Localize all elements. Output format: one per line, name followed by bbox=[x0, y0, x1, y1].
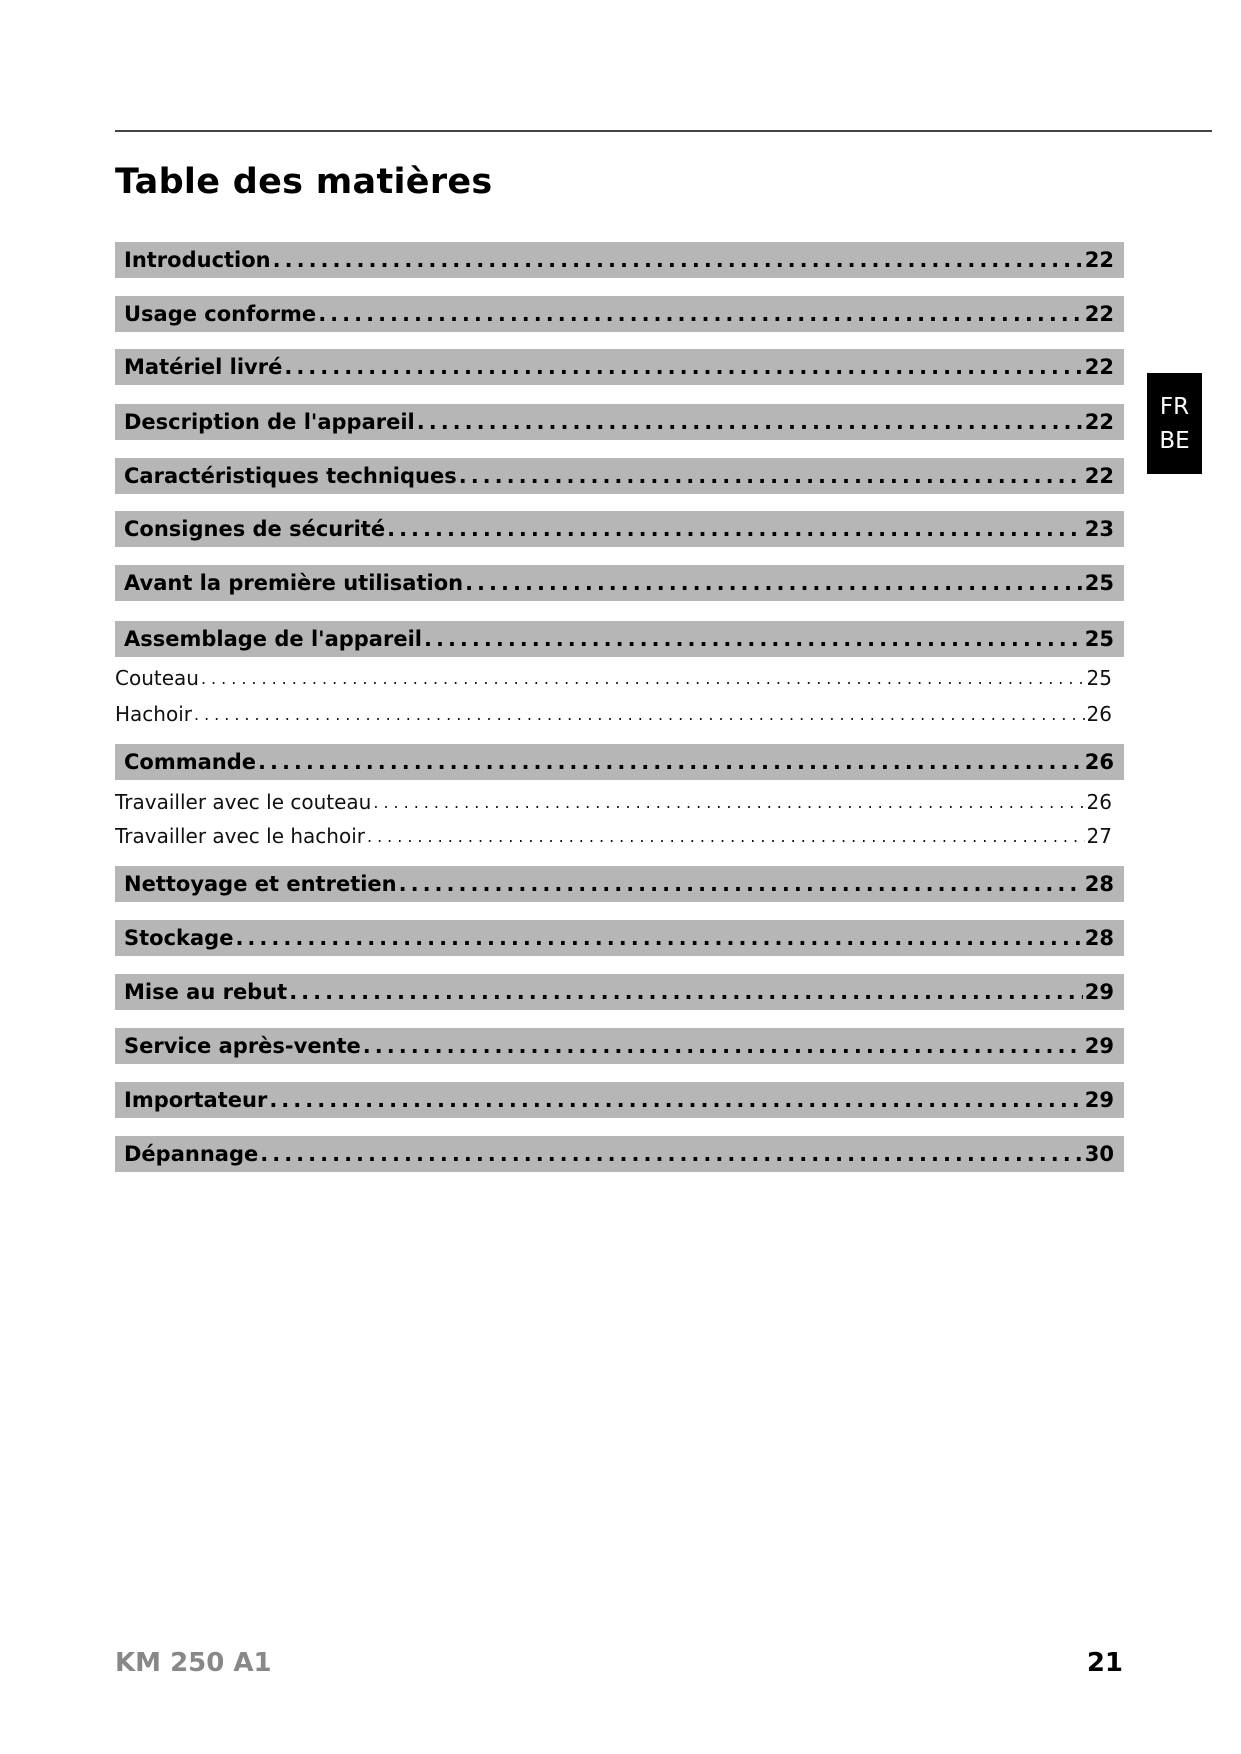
toc-entry-page: 28 bbox=[1084, 872, 1114, 896]
dot-leader: ........................................… bbox=[193, 704, 1085, 724]
toc-entry[interactable]: Nettoyage et entretien..................… bbox=[115, 866, 1124, 902]
toc-entry[interactable]: Matériel livré..........................… bbox=[115, 349, 1124, 385]
toc-entry-page: 22 bbox=[1084, 248, 1114, 272]
language-tab: FR BE bbox=[1147, 373, 1202, 474]
toc-entry-page: 25 bbox=[1084, 627, 1114, 651]
toc-entry[interactable]: Couteau.................................… bbox=[115, 663, 1124, 693]
toc-entry-page: 27 bbox=[1086, 824, 1112, 848]
toc-entry-page: 22 bbox=[1084, 410, 1114, 434]
toc-entry-page: 30 bbox=[1084, 1142, 1114, 1166]
toc-entry[interactable]: Mise au rebut...........................… bbox=[115, 974, 1124, 1010]
toc-entry-page: 22 bbox=[1084, 464, 1114, 488]
toc-entry-title: Assemblage de l'appareil bbox=[124, 627, 422, 651]
toc-entry[interactable]: Stockage................................… bbox=[115, 920, 1124, 956]
language-code-fr: FR bbox=[1159, 393, 1190, 420]
dot-leader: ........................................… bbox=[387, 517, 1083, 541]
toc-entry-page: 26 bbox=[1084, 750, 1114, 774]
toc-entry-title: Stockage bbox=[124, 926, 234, 950]
toc-entry[interactable]: Usage conforme..........................… bbox=[115, 296, 1124, 332]
toc-entry-title: Consignes de sécurité bbox=[124, 517, 386, 541]
toc-entry-page: 29 bbox=[1084, 1088, 1114, 1112]
toc-entry-page: 26 bbox=[1086, 790, 1112, 814]
toc-entry-page: 23 bbox=[1084, 517, 1114, 541]
toc-entry[interactable]: Avant la première utilisation...........… bbox=[115, 565, 1124, 601]
toc-entry[interactable]: Travailler avec le hachoir..............… bbox=[115, 821, 1124, 851]
dot-leader: ........................................… bbox=[416, 410, 1083, 434]
dot-leader: ........................................… bbox=[272, 248, 1083, 272]
toc-entry[interactable]: Introduction............................… bbox=[115, 242, 1124, 278]
toc-entry[interactable]: Description de l'appareil...............… bbox=[115, 404, 1124, 440]
toc-entry[interactable]: Travailler avec le couteau..............… bbox=[115, 787, 1124, 817]
toc-entry[interactable]: Caractéristiques techniques.............… bbox=[115, 458, 1124, 494]
dot-leader: ........................................… bbox=[284, 355, 1082, 379]
toc-entry-page: 29 bbox=[1084, 980, 1114, 1004]
toc-entry-page: 29 bbox=[1084, 1034, 1114, 1058]
dot-leader: ........................................… bbox=[362, 1034, 1083, 1058]
toc-entry-page: 28 bbox=[1084, 926, 1114, 950]
toc-entry-title: Nettoyage et entretien bbox=[124, 872, 397, 896]
dot-leader: ........................................… bbox=[269, 1088, 1083, 1112]
toc-entry[interactable]: Commande................................… bbox=[115, 744, 1124, 780]
dot-leader: ........................................… bbox=[398, 872, 1083, 896]
dot-leader: ........................................… bbox=[200, 668, 1085, 688]
toc-entry-title: Couteau bbox=[115, 666, 199, 690]
toc-entry-title: Importateur bbox=[124, 1088, 268, 1112]
toc-entry-title: Dépannage bbox=[124, 1142, 259, 1166]
toc-entry-page: 26 bbox=[1086, 702, 1112, 726]
toc-entry-title: Travailler avec le couteau bbox=[115, 790, 372, 814]
toc-entry[interactable]: Hachoir.................................… bbox=[115, 699, 1124, 729]
dot-leader: ........................................… bbox=[235, 926, 1083, 950]
dot-leader: ........................................… bbox=[373, 792, 1084, 812]
toc-entry[interactable]: Importateur.............................… bbox=[115, 1082, 1124, 1118]
page-title: Table des matières bbox=[115, 162, 493, 202]
toc-entry-page: 25 bbox=[1084, 571, 1114, 595]
toc-entry-title: Description de l'appareil bbox=[124, 410, 415, 434]
toc-entry-title: Usage conforme bbox=[124, 302, 317, 326]
toc-entry-title: Avant la première utilisation bbox=[124, 571, 464, 595]
toc-entry-title: Travailler avec le hachoir bbox=[115, 824, 365, 848]
toc-entry-page: 22 bbox=[1084, 355, 1114, 379]
model-number: KM 250 A1 bbox=[115, 1648, 272, 1678]
dot-leader: ........................................… bbox=[289, 980, 1083, 1004]
toc-entry-title: Mise au rebut bbox=[124, 980, 288, 1004]
toc-entry-title: Caractéristiques techniques bbox=[124, 464, 457, 488]
dot-leader: ........................................… bbox=[465, 571, 1083, 595]
dot-leader: ........................................… bbox=[458, 464, 1083, 488]
toc-entry[interactable]: Service après-vente.....................… bbox=[115, 1028, 1124, 1064]
toc-entry-page: 22 bbox=[1084, 302, 1114, 326]
toc-entry[interactable]: Consignes de sécurité...................… bbox=[115, 511, 1124, 547]
dot-leader: ........................................… bbox=[260, 1142, 1083, 1166]
toc-entry-title: Introduction bbox=[124, 248, 271, 272]
language-code-be: BE bbox=[1159, 427, 1190, 454]
toc-entry[interactable]: Dépannage...............................… bbox=[115, 1136, 1124, 1172]
toc-entry-title: Hachoir bbox=[115, 702, 192, 726]
toc-entry-page: 25 bbox=[1086, 666, 1112, 690]
dot-leader: ........................................… bbox=[423, 627, 1083, 651]
toc-entry-title: Matériel livré bbox=[124, 355, 283, 379]
dot-leader: ........................................… bbox=[258, 750, 1083, 774]
dot-leader: ........................................… bbox=[318, 302, 1083, 326]
toc-entry-title: Service après-vente bbox=[124, 1034, 361, 1058]
toc-entry[interactable]: Assemblage de l'appareil................… bbox=[115, 621, 1124, 657]
dot-leader: ........................................… bbox=[367, 826, 1085, 846]
header-rule bbox=[115, 130, 1212, 132]
page-number: 21 bbox=[1086, 1648, 1123, 1678]
toc-entry-title: Commande bbox=[124, 750, 256, 774]
